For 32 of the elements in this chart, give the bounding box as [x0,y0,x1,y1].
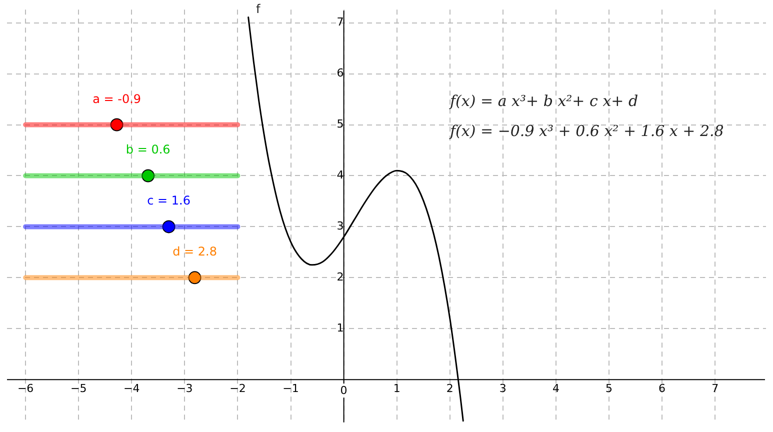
x-tick-label: −4 [124,382,140,396]
y-tick-label: 2 [336,270,344,284]
annotation: b = 0.6 [126,142,170,157]
x-tick-label: −1 [282,382,299,396]
x-tick-label: 4 [552,382,560,396]
x-tick-label: 2 [446,382,454,396]
annotation: c = 1.6 [147,194,190,208]
annotation: f(x) = a x³+ b x²+ c x+ d [450,92,638,110]
point [110,118,124,132]
point [142,169,155,182]
annotation: f [256,2,260,16]
y-tick-label: 7 [336,16,344,29]
point [162,220,176,234]
x-tick-label: 0 [340,384,348,397]
y-tick-label: 3 [336,220,344,233]
y-tick-label: 4 [336,168,344,182]
x-tick-label: −2 [230,382,246,396]
y-tick-label: 5 [336,118,344,131]
x-tick-label: 3 [499,382,506,396]
x-tick-label: −5 [70,382,87,396]
annotation: a = -0.9 [92,92,142,106]
x-tick-label: 6 [658,382,666,396]
x-tick-label: −6 [17,382,34,396]
y-tick-label: 1 [336,321,344,334]
x-tick-label: 7 [712,382,719,396]
annotation: d = 2.8 [172,244,217,259]
point [188,271,202,284]
y-tick-label: 6 [336,66,344,80]
x-tick-label: −3 [176,382,193,396]
annotation: f(x) = −0.9 x³ + 0.6 x² + 1.6 x + 2.8 [450,122,724,140]
x-tick-label: 1 [393,382,400,396]
x-tick-label: 5 [606,382,612,396]
